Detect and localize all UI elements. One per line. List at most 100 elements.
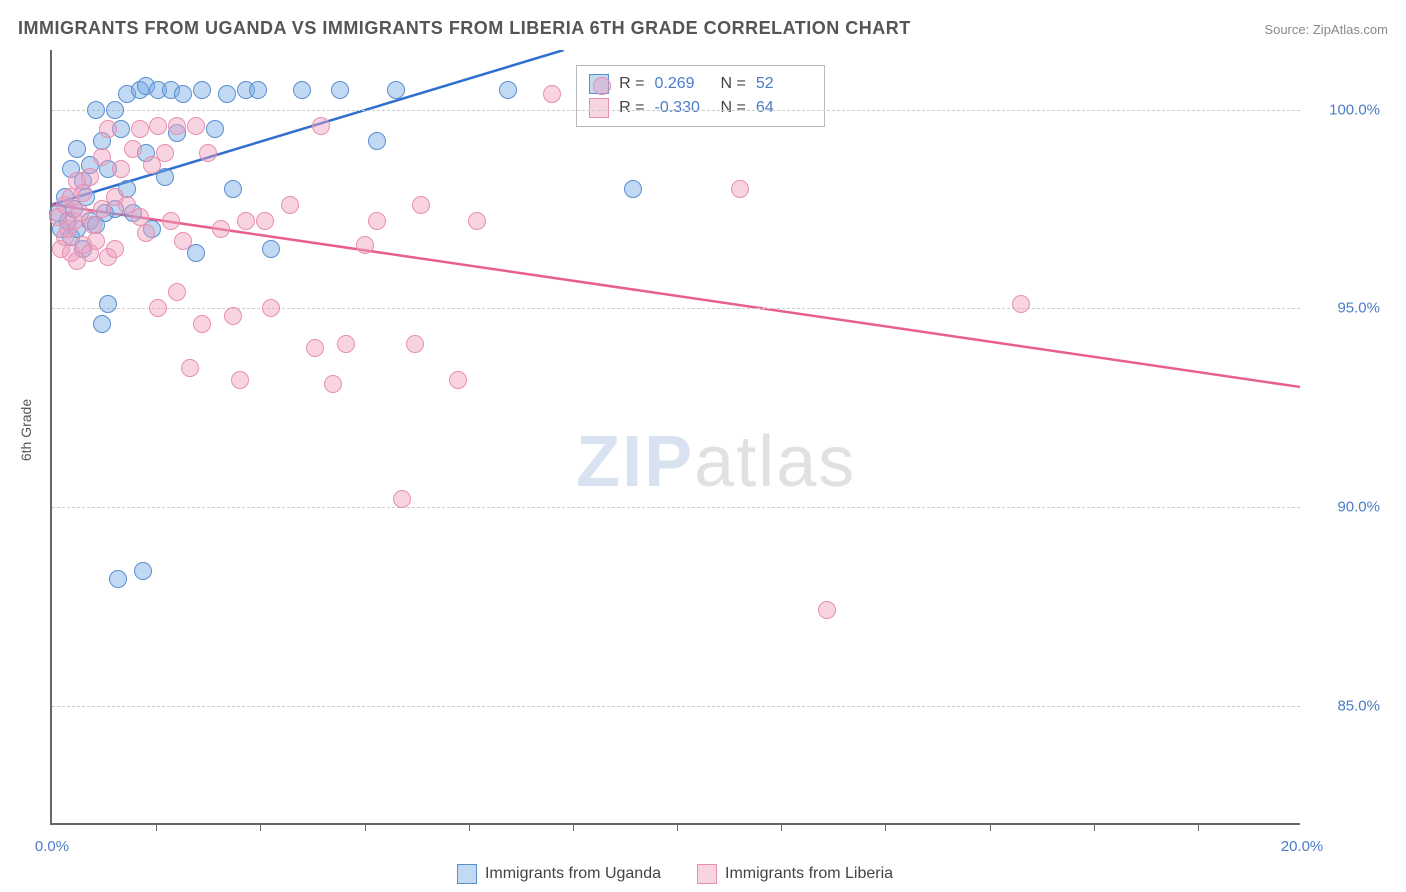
scatter-point xyxy=(81,168,99,186)
scatter-point xyxy=(224,307,242,325)
gridline-h xyxy=(52,110,1300,111)
scatter-point xyxy=(387,81,405,99)
scatter-point xyxy=(412,196,430,214)
x-minor-tick xyxy=(1094,823,1095,831)
scatter-point xyxy=(368,132,386,150)
scatter-point xyxy=(174,85,192,103)
correlation-legend-box: R = 0.269 N = 52 R = -0.330 N = 64 xyxy=(576,65,825,127)
x-minor-tick xyxy=(885,823,886,831)
scatter-point xyxy=(156,144,174,162)
gridline-h xyxy=(52,507,1300,508)
scatter-point xyxy=(106,240,124,258)
scatter-point xyxy=(393,490,411,508)
scatter-point xyxy=(356,236,374,254)
x-minor-tick xyxy=(156,823,157,831)
scatter-point xyxy=(818,601,836,619)
legend-item-liberia: Immigrants from Liberia xyxy=(697,864,893,884)
scatter-point xyxy=(93,148,111,166)
scatter-point xyxy=(134,562,152,580)
legend-row: R = 0.269 N = 52 xyxy=(589,72,812,96)
scatter-point xyxy=(468,212,486,230)
legend-R-value: 0.269 xyxy=(655,72,711,96)
legend-N-value: 64 xyxy=(756,96,812,120)
scatter-point xyxy=(337,335,355,353)
x-minor-tick xyxy=(573,823,574,831)
legend-R-label: R = xyxy=(619,72,644,96)
scatter-point xyxy=(449,371,467,389)
y-tick-label: 90.0% xyxy=(1310,499,1380,516)
scatter-point xyxy=(406,335,424,353)
scatter-point xyxy=(281,196,299,214)
x-minor-tick xyxy=(469,823,470,831)
watermark-zip: ZIP xyxy=(576,422,694,502)
scatter-point xyxy=(212,220,230,238)
y-tick-label: 100.0% xyxy=(1310,101,1380,118)
legend-label-liberia: Immigrants from Liberia xyxy=(725,865,893,883)
chart-source: Source: ZipAtlas.com xyxy=(1264,22,1388,37)
scatter-point xyxy=(168,283,186,301)
scatter-point xyxy=(312,117,330,135)
scatter-point xyxy=(193,315,211,333)
scatter-point xyxy=(224,180,242,198)
gridline-h xyxy=(52,706,1300,707)
chart-header: IMMIGRANTS FROM UGANDA VS IMMIGRANTS FRO… xyxy=(18,18,1388,39)
scatter-point xyxy=(137,224,155,242)
scatter-point xyxy=(499,81,517,99)
y-axis-label: 6th Grade xyxy=(18,399,34,461)
scatter-point xyxy=(731,180,749,198)
legend-swatch-uganda xyxy=(457,864,477,884)
x-tick-label: 20.0% xyxy=(1281,838,1324,855)
scatter-point xyxy=(262,299,280,317)
scatter-point xyxy=(187,117,205,135)
watermark-atlas: atlas xyxy=(694,422,856,502)
scatter-point xyxy=(168,117,186,135)
watermark: ZIPatlas xyxy=(576,421,856,503)
chart-title: IMMIGRANTS FROM UGANDA VS IMMIGRANTS FRO… xyxy=(18,18,911,39)
trend-lines-svg xyxy=(52,50,1300,823)
scatter-point xyxy=(149,299,167,317)
legend-R-label: R = xyxy=(619,96,644,120)
source-label: Source: xyxy=(1264,22,1309,37)
scatter-point xyxy=(1012,295,1030,313)
scatter-point xyxy=(293,81,311,99)
legend-swatch-liberia xyxy=(697,864,717,884)
y-tick-label: 95.0% xyxy=(1310,300,1380,317)
series-legend: Immigrants from Uganda Immigrants from L… xyxy=(50,864,1300,884)
scatter-point xyxy=(249,81,267,99)
x-minor-tick xyxy=(781,823,782,831)
legend-label-uganda: Immigrants from Uganda xyxy=(485,865,661,883)
scatter-point xyxy=(199,144,217,162)
legend-swatch xyxy=(589,98,609,118)
scatter-point xyxy=(368,212,386,230)
scatter-point xyxy=(112,160,130,178)
legend-N-value: 52 xyxy=(756,72,812,96)
x-minor-tick xyxy=(260,823,261,831)
x-minor-tick xyxy=(365,823,366,831)
scatter-point xyxy=(193,81,211,99)
scatter-point xyxy=(331,81,349,99)
scatter-point xyxy=(87,232,105,250)
scatter-point xyxy=(256,212,274,230)
legend-row: R = -0.330 N = 64 xyxy=(589,96,812,120)
scatter-point xyxy=(262,240,280,258)
scatter-point xyxy=(162,212,180,230)
scatter-point xyxy=(324,375,342,393)
legend-N-label: N = xyxy=(721,72,746,96)
scatter-point xyxy=(124,140,142,158)
scatter-point xyxy=(87,101,105,119)
scatter-point xyxy=(93,315,111,333)
scatter-point xyxy=(543,85,561,103)
x-tick-label: 0.0% xyxy=(35,838,69,855)
scatter-plot-area: ZIPatlas R =0.269N =52R =-0.330N =64 85.… xyxy=(50,50,1300,825)
scatter-point xyxy=(218,85,236,103)
scatter-point xyxy=(593,77,611,95)
scatter-point xyxy=(99,295,117,313)
scatter-point xyxy=(131,120,149,138)
scatter-point xyxy=(306,339,324,357)
scatter-point xyxy=(99,120,117,138)
scatter-point xyxy=(181,359,199,377)
scatter-point xyxy=(174,232,192,250)
legend-R-value: -0.330 xyxy=(655,96,711,120)
legend-N-label: N = xyxy=(721,96,746,120)
scatter-point xyxy=(624,180,642,198)
